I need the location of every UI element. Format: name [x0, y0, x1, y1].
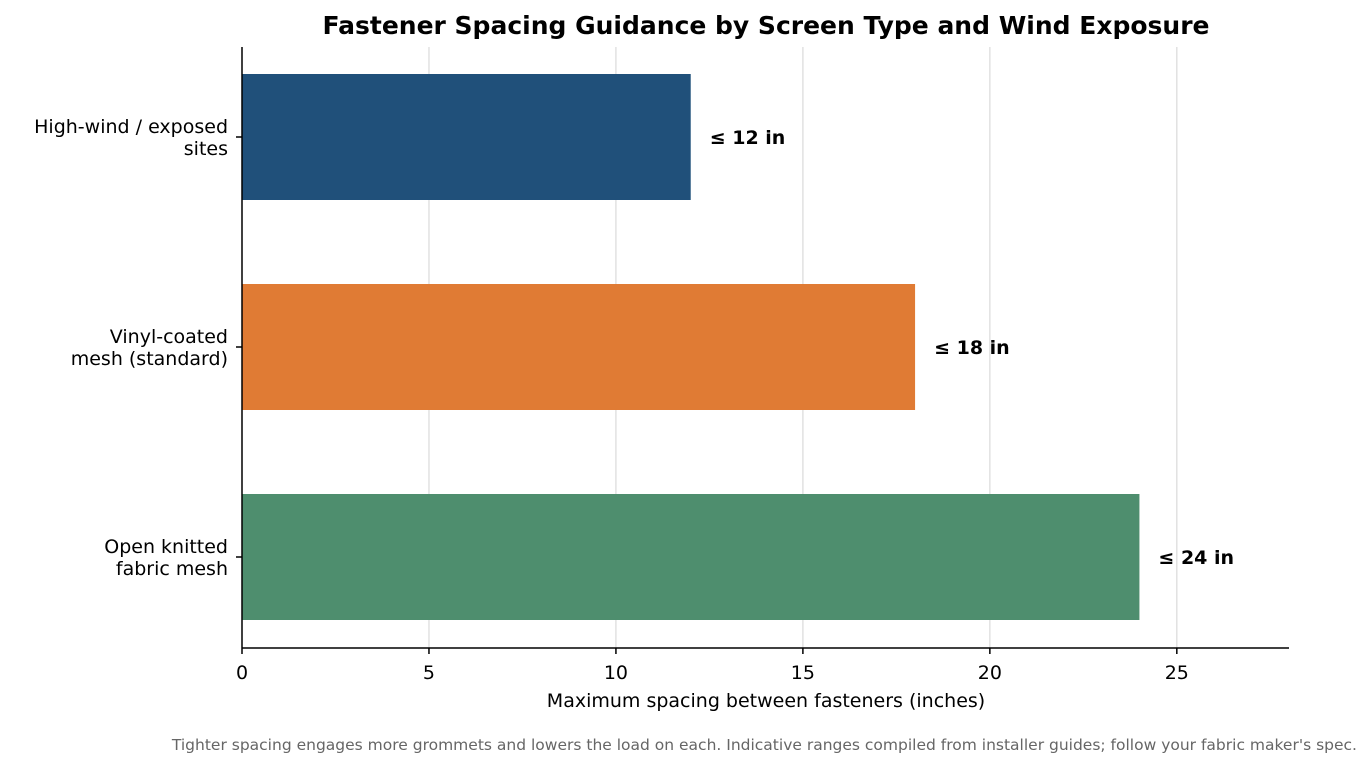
bar-2[interactable]: [242, 284, 916, 410]
category-label-3: Open knitted fabric mesh: [104, 536, 228, 580]
x-tick-label-5: 5: [423, 662, 435, 684]
category-label-line: Vinyl-coated: [110, 326, 228, 348]
bar-3[interactable]: [242, 494, 1140, 620]
axes: High-wind / exposed sites Vinyl-coated mesh…: [34, 47, 1289, 684]
x-axis-label: Maximum spacing between fasteners (inche…: [547, 690, 985, 712]
footnote: Tighter spacing engages more grommets an…: [171, 736, 1357, 754]
category-label-1: High-wind / exposed sites: [34, 116, 228, 160]
bar-data-label-2: ≤ 18 in: [934, 337, 1010, 359]
chart-title: Fastener Spacing Guidance by Screen Type…: [323, 11, 1210, 40]
category-label-line: Open knitted: [104, 536, 228, 558]
category-label-2: Vinyl-coated mesh (standard): [71, 326, 228, 370]
category-label-line: fabric mesh: [116, 558, 228, 580]
bars: ≤ 12 in ≤ 18 in ≤ 24 in: [242, 74, 1234, 620]
x-tick-label-10: 10: [604, 662, 628, 684]
category-label-line: High-wind / exposed: [34, 116, 228, 138]
bar-data-label-3: ≤ 24 in: [1158, 547, 1234, 569]
x-tick-label-0: 0: [236, 662, 248, 684]
category-label-line: mesh (standard): [71, 348, 228, 370]
bar-1[interactable]: [242, 74, 691, 200]
x-tick-label-25: 25: [1165, 662, 1189, 684]
category-label-line: sites: [184, 138, 228, 160]
x-tick-label-20: 20: [978, 662, 1002, 684]
bar-data-label-1: ≤ 12 in: [710, 127, 786, 149]
x-tick-label-15: 15: [791, 662, 815, 684]
